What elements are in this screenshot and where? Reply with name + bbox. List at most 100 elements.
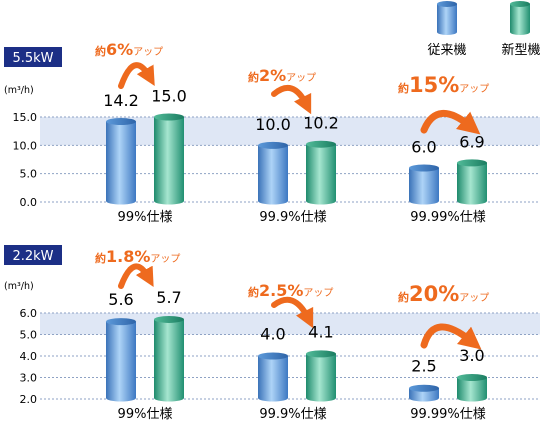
increase-arrow	[420, 323, 482, 350]
data-label: 2.5	[411, 357, 436, 376]
data-label: 5.7	[156, 288, 181, 307]
data-label: 14.2	[103, 91, 139, 110]
bar-body	[154, 117, 184, 205]
annotation-value: 1.8%	[106, 247, 150, 266]
bar-body	[457, 162, 487, 205]
annotation-suffix: アップ	[459, 83, 489, 95]
bar-cap	[306, 350, 336, 358]
annotation-suffix: アップ	[286, 72, 316, 84]
bar-body	[306, 353, 336, 402]
annotation-prefix: 約	[248, 70, 259, 84]
category-label: 99.99%仕様	[410, 210, 486, 225]
increase-arrow	[271, 296, 314, 329]
bar-body	[306, 144, 336, 205]
y-axis-label: (m³/h)	[4, 281, 34, 292]
annotation-prefix: 約	[95, 44, 106, 58]
legend-swatch-cap	[437, 1, 457, 7]
legend-swatch	[510, 4, 530, 35]
bar	[154, 113, 184, 205]
data-label: 10.0	[255, 115, 291, 134]
bar	[306, 140, 336, 205]
increase-annotation: 約1.8%アップ	[95, 247, 180, 266]
chart-title-badge	[4, 245, 62, 265]
bar-cap	[457, 159, 487, 167]
increase-arrow	[118, 62, 155, 89]
annotation-prefix: 約	[398, 81, 409, 95]
bar-body	[154, 319, 184, 402]
bar-cap	[306, 140, 336, 148]
legend-swatch-cap	[510, 1, 530, 7]
data-label: 4.1	[308, 322, 333, 341]
chart-panel: 2.2kW(m³/h)2.03.04.05.06.05.6 5.799%仕様約1.…	[4, 245, 540, 422]
increase-annotation: 約2.5%アップ	[248, 281, 333, 300]
annotation-value: 20%	[409, 282, 459, 306]
bar	[154, 315, 184, 402]
bar-cap	[258, 352, 288, 360]
y-tick-label: 2.0	[20, 393, 38, 406]
bar	[258, 352, 288, 402]
legend-item: 新型機	[501, 1, 540, 58]
annotation-prefix: 約	[248, 285, 259, 299]
y-tick-label: 5.0	[20, 329, 38, 342]
legend-label: 従来機	[427, 43, 466, 58]
data-label: 6.9	[459, 132, 484, 151]
increase-arrow	[118, 263, 154, 289]
bar-cap	[457, 374, 487, 381]
data-label: 3.0	[459, 346, 484, 365]
legend: 従来機 新型機	[427, 1, 540, 58]
y-tick-label: 0.0	[20, 196, 38, 209]
increase-annotation: 約15%アップ	[398, 73, 489, 97]
increase-arrow	[271, 84, 312, 115]
category-label: 99%仕様	[118, 407, 173, 422]
data-label: 6.0	[411, 137, 436, 156]
y-tick-label: 3.0	[20, 372, 38, 385]
bar-cap	[106, 118, 136, 126]
bar	[258, 141, 288, 205]
bar-cap	[154, 113, 184, 121]
bar-body	[106, 121, 136, 205]
category-label: 99.9%仕様	[259, 407, 326, 422]
bar-cap	[409, 164, 439, 172]
annotation-prefix: 約	[398, 290, 409, 304]
chart-title: 5.5kW	[12, 51, 53, 66]
bar-body	[106, 321, 136, 402]
y-tick-label: 5.0	[20, 168, 38, 181]
annotation-value: 15%	[409, 73, 459, 97]
increase-annotation: 約2%アップ	[248, 66, 316, 85]
bar-body	[409, 168, 439, 205]
category-label: 99.9%仕様	[259, 210, 326, 225]
category-label: 99.99%仕様	[410, 407, 486, 422]
legend-label: 新型機	[501, 42, 540, 58]
bar	[106, 318, 136, 402]
bar-cap	[258, 141, 288, 149]
data-label: 5.6	[108, 290, 133, 309]
bar-cap	[106, 318, 136, 326]
bar	[306, 350, 336, 402]
bar-cap	[154, 315, 184, 323]
data-label: 10.2	[303, 114, 339, 133]
increase-annotation: 約20%アップ	[398, 282, 489, 306]
annotation-suffix: アップ	[133, 46, 163, 58]
bar	[409, 384, 439, 402]
legend-swatch	[437, 4, 457, 35]
increase-annotation: 約6%アップ	[95, 40, 163, 59]
bar	[106, 118, 136, 205]
annotation-value: 2.5%	[259, 281, 303, 300]
bar-body	[258, 145, 288, 205]
legend-item: 従来機	[427, 1, 467, 58]
chart-title-badge	[4, 47, 62, 67]
bar-body	[457, 377, 487, 402]
chart-title: 2.2kW	[12, 249, 53, 264]
annotation-suffix: アップ	[459, 292, 489, 304]
annotation-value: 6%	[106, 40, 133, 59]
bar-body	[258, 356, 288, 402]
y-tick-label: 4.0	[20, 350, 38, 363]
data-label: 4.0	[260, 324, 285, 343]
annotation-suffix: アップ	[303, 287, 333, 299]
y-axis-label: (m³/h)	[4, 85, 34, 96]
bar	[457, 374, 487, 402]
y-tick-label: 6.0	[20, 307, 38, 320]
bar	[457, 159, 487, 205]
